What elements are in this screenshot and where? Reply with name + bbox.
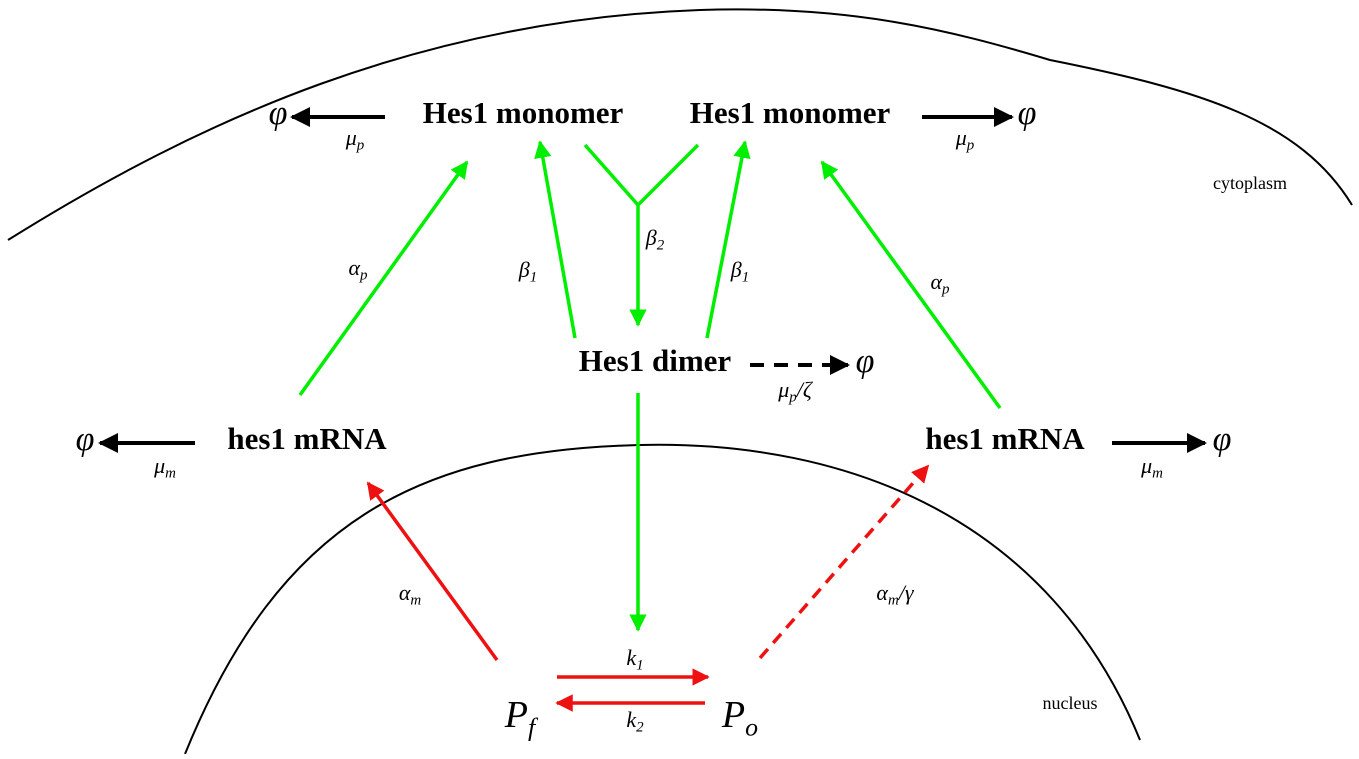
arrow xyxy=(366,481,499,662)
subscript: m xyxy=(410,593,421,609)
subscript: p xyxy=(359,268,368,284)
symbol: β xyxy=(645,225,657,250)
rate-label: μm xyxy=(1140,453,1163,482)
sink: φ xyxy=(1018,95,1037,132)
subscript: p xyxy=(788,390,797,406)
subscript: f xyxy=(528,712,539,741)
rate-label: αp xyxy=(348,255,368,284)
region-label: nucleus xyxy=(1043,693,1098,713)
symbol: α xyxy=(399,580,411,605)
symbol: P xyxy=(504,694,528,736)
node-label: hes1 mRNA xyxy=(227,421,387,456)
subscript: m xyxy=(888,593,899,609)
nuclear-membrane xyxy=(184,443,1141,755)
suffix: /γ xyxy=(897,580,915,605)
subscript: 1 xyxy=(530,270,537,286)
black-arrows xyxy=(98,107,1207,453)
rate-label: αp xyxy=(930,269,950,298)
sink: φ xyxy=(76,421,95,458)
symbol: α xyxy=(348,255,360,280)
arrow xyxy=(705,140,751,339)
subscript: 2 xyxy=(636,720,644,736)
dimerization xyxy=(583,143,700,208)
rate-label: k1 xyxy=(626,645,643,674)
rate-label: μm xyxy=(153,453,176,482)
arrow xyxy=(820,160,1002,410)
node-label: Pf xyxy=(504,694,539,742)
rate-label: αm/γ xyxy=(876,580,914,609)
region-label: cytoplasm xyxy=(1213,173,1287,193)
suffix: /ζ xyxy=(795,377,814,402)
symbol: μ xyxy=(777,377,789,402)
arrow xyxy=(534,140,577,339)
subscript: 1 xyxy=(636,658,643,674)
node-label: Hes1 monomer xyxy=(423,95,624,130)
subscript: m xyxy=(165,466,176,482)
node-label: Hes1 monomer xyxy=(690,95,891,130)
subscript: p xyxy=(966,138,975,154)
rate-label: μp/ζ xyxy=(777,377,814,406)
sink: φ xyxy=(1213,421,1232,458)
rate-label: β2 xyxy=(645,225,665,254)
node-label: Po xyxy=(721,694,758,742)
subscript: 1 xyxy=(742,270,749,286)
rate-label: k2 xyxy=(626,707,644,736)
node-label: Hes1 dimer xyxy=(579,343,732,378)
sink: φ xyxy=(269,95,288,132)
symbol: P xyxy=(721,694,745,736)
subscript: p xyxy=(356,138,365,154)
rate-label: αm xyxy=(399,580,422,609)
rate-label: μp xyxy=(955,125,975,154)
symbol: μ xyxy=(153,453,165,478)
symbol: μ xyxy=(955,125,967,150)
subscript: 2 xyxy=(657,238,665,254)
green-arrows xyxy=(298,140,1002,632)
red-arrows xyxy=(366,464,930,712)
symbol: β xyxy=(730,257,742,282)
subscript: m xyxy=(1152,466,1163,482)
sink: φ xyxy=(856,343,875,380)
rate-label: β1 xyxy=(518,257,537,286)
symbol: β xyxy=(518,257,530,282)
symbol: μ xyxy=(345,125,357,150)
arrow xyxy=(298,160,469,397)
symbol: k xyxy=(626,645,637,670)
rate-label: β1 xyxy=(730,257,749,286)
arrow xyxy=(758,464,930,660)
symbol: α xyxy=(930,269,942,294)
rate-label: μp xyxy=(345,125,365,154)
symbol: k xyxy=(626,707,637,732)
cell-membrane xyxy=(7,8,1353,241)
symbol: α xyxy=(876,580,888,605)
node-label: hes1 mRNA xyxy=(925,421,1085,456)
membranes xyxy=(7,8,1353,755)
subscript: p xyxy=(941,282,950,298)
subscript: o xyxy=(745,712,758,741)
symbol: μ xyxy=(1140,453,1152,478)
